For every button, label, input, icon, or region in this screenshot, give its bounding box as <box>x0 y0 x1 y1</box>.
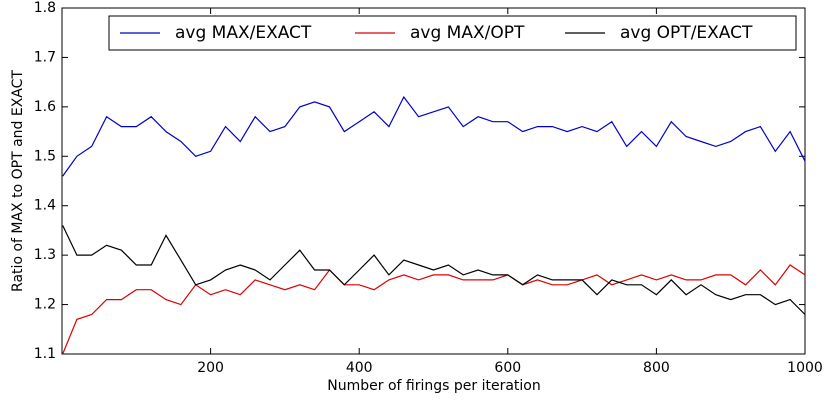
y-tick-label: 1.3 <box>34 247 56 263</box>
series-line <box>62 264 806 355</box>
y-tick-label: 1.4 <box>34 198 56 214</box>
legend-label: avg MAX/EXACT <box>175 23 312 43</box>
series-line <box>62 225 806 315</box>
series-line <box>62 95 806 177</box>
y-tick-label: 1.8 <box>34 0 56 16</box>
legend-label: avg MAX/OPT <box>410 23 525 43</box>
y-axis-label: Ratio of MAX to OPT and EXACT <box>10 70 26 292</box>
legend-label: avg OPT/EXACT <box>620 23 753 43</box>
y-tick-label: 1.1 <box>34 346 56 362</box>
y-tick-label: 1.2 <box>34 297 56 313</box>
x-tick-label: 600 <box>494 360 521 376</box>
y-tick-label: 1.5 <box>34 148 56 164</box>
x-tick-label: 1000 <box>787 360 823 376</box>
y-tick-label: 1.7 <box>34 49 56 65</box>
x-tick-label: 400 <box>346 360 373 376</box>
y-tick-label: 1.6 <box>34 99 56 115</box>
plot-frame <box>61 7 806 355</box>
x-axis-label: Number of firings per iteration <box>327 378 540 394</box>
x-tick-label: 800 <box>643 360 670 376</box>
legend-box <box>108 15 797 51</box>
x-tick-label: 200 <box>197 360 224 376</box>
